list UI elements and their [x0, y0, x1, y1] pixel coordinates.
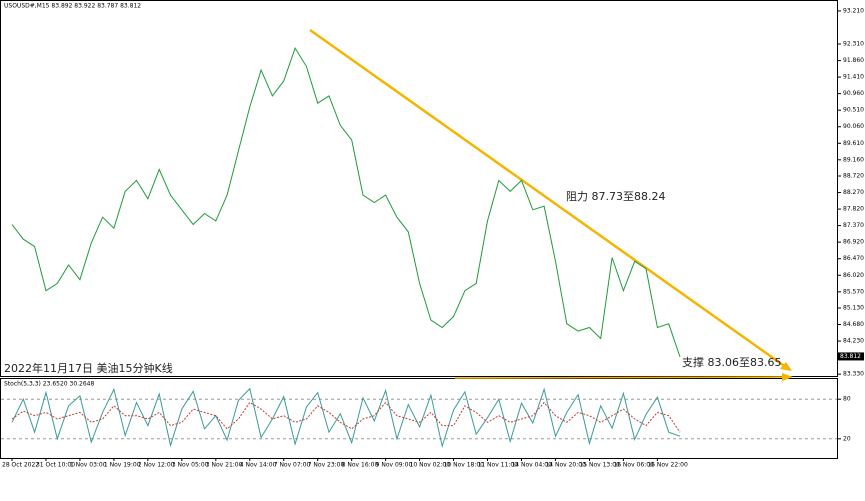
main-panel: [0, 0, 838, 377]
x-tick-label: 16 Nov 22:00: [647, 462, 688, 469]
x-tick-label: 2 Nov 12:00: [138, 462, 175, 469]
y-tick-label: 88.270: [843, 189, 864, 196]
x-tick-label: 7 Nov 07:00: [274, 462, 311, 469]
x-tick-label: 4 Nov 14:00: [240, 462, 277, 469]
y-tick-label: 84.230: [843, 338, 864, 345]
y-tick-label: 89.610: [843, 140, 864, 147]
resistance-line: [309, 28, 791, 372]
indicator-title: Stoch(5,3,3) 23.6520 30.2648: [4, 381, 95, 388]
x-tick-label: 28 Oct 2022: [2, 462, 39, 469]
x-tick-label: 10 Nov 02:00: [410, 462, 451, 469]
x-tick-label: 7 Nov 23:00: [308, 462, 345, 469]
y-tick-label: 87.370: [843, 222, 864, 229]
y-tick-label: 83.330: [843, 371, 864, 378]
y-tick-label: 92.310: [843, 41, 864, 48]
x-tick-label: 1 Nov 19:00: [104, 462, 141, 469]
x-tick-label: 16 Nov 06:00: [613, 462, 654, 469]
x-tick-label: 1 Nov 03:00: [70, 462, 107, 469]
arrow-head: [780, 362, 792, 371]
annotation: 阻力 87.73至88.24: [566, 190, 665, 203]
y-tick-label: 91.860: [843, 57, 864, 64]
x-tick-label: 3 Nov 05:00: [172, 462, 209, 469]
price-line: [11, 46, 681, 358]
y-tick-label: 93.210: [843, 7, 864, 14]
y-tick-label: 87.820: [843, 206, 864, 213]
chart-title: USOUSD#,M15 83.892 83.922 83.787 83.812: [4, 3, 141, 10]
support-line: [454, 376, 791, 379]
x-tick-label: 15 Nov 13:00: [579, 462, 620, 469]
y-tick-label: 88.720: [843, 173, 864, 180]
y-tick-label: 91.410: [843, 74, 864, 81]
x-tick-label: 9 Nov 09:00: [376, 462, 413, 469]
y-tick-label: 86.920: [843, 239, 864, 246]
x-tick-label: 3 Nov 21:00: [206, 462, 243, 469]
y-tick-label: 20: [843, 435, 851, 442]
y-tick-label: 90.060: [843, 123, 864, 130]
x-tick-label: 11 Nov 11:00: [478, 462, 519, 469]
sub-panel: [0, 378, 838, 459]
y-tick-label: 86.470: [843, 255, 864, 262]
y-tick-label: 85.570: [843, 288, 864, 295]
y-tick-label: 90.960: [843, 90, 864, 97]
x-tick-label: 14 Nov 20:00: [545, 462, 586, 469]
x-tick-label: 14 Nov 04:00: [511, 462, 552, 469]
y-tick-label: 80: [843, 396, 851, 403]
price-line: [11, 387, 681, 449]
y-tick-label: 90.510: [843, 107, 864, 114]
y-tick-label: 84.680: [843, 321, 864, 328]
y-tick-label: 85.130: [843, 304, 864, 311]
x-tick-label: 31 Oct 10:00: [36, 462, 75, 469]
y-tick-label: 89.160: [843, 156, 864, 163]
price-line: [11, 401, 681, 433]
price-label: 83.812: [840, 353, 861, 360]
price-box: [838, 352, 864, 361]
x-tick-label: 8 Nov 16:00: [342, 462, 379, 469]
annotation: 2022年11月17日 美油15分钟K线: [4, 361, 173, 375]
y-tick-label: 86.020: [843, 272, 864, 279]
annotation: 支撑 83.06至83.65: [682, 355, 781, 369]
x-tick-label: 10 Nov 18:00: [444, 462, 485, 469]
arrow-head: [782, 373, 793, 381]
